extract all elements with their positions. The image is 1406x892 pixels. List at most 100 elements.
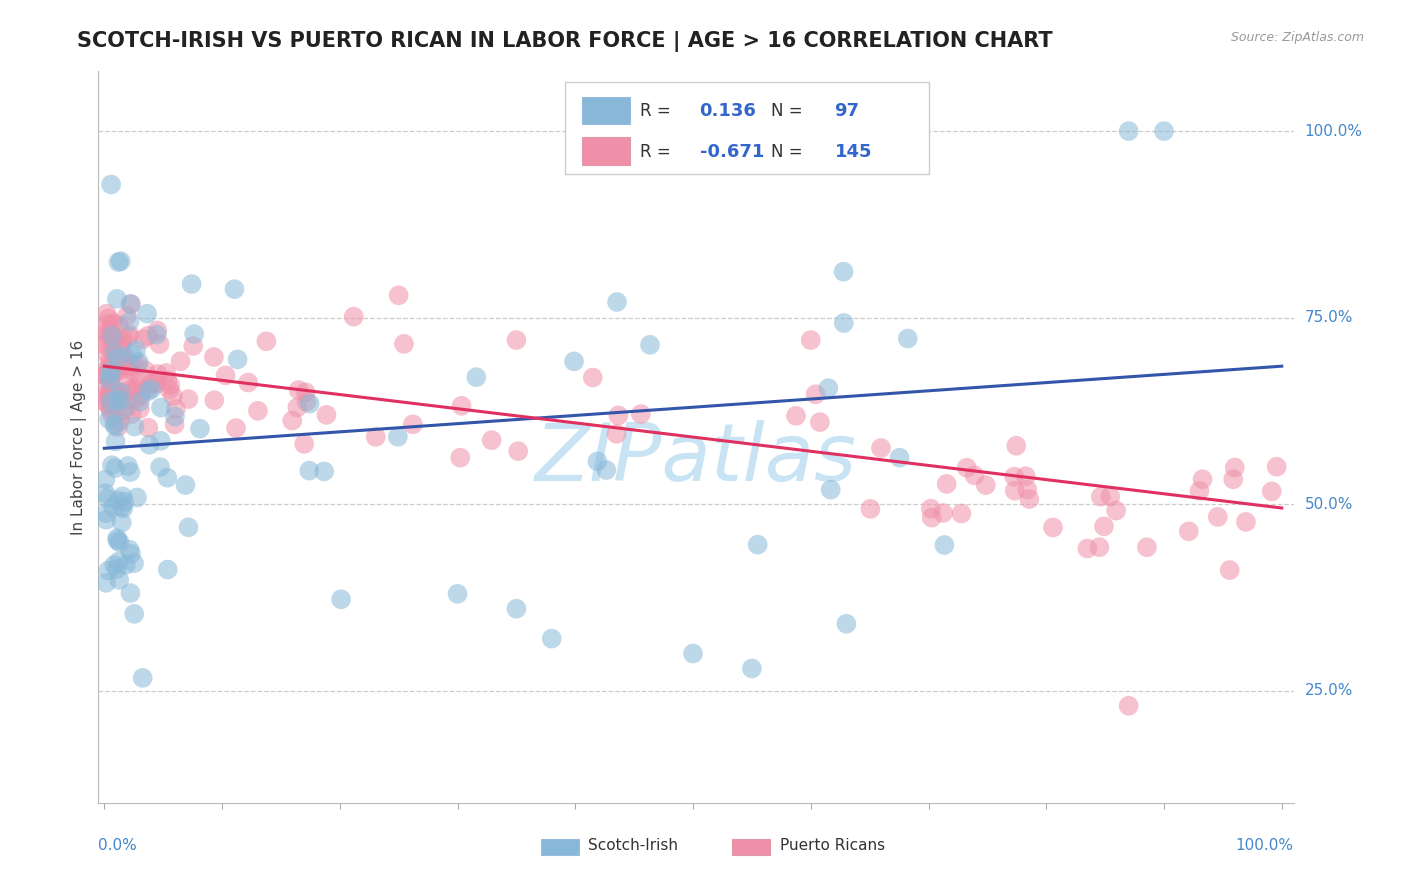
Point — [920, 501, 942, 516]
Point — [1005, 439, 1028, 453]
Point — [963, 468, 986, 483]
Point — [120, 547, 142, 561]
Point — [105, 562, 128, 576]
Point — [98, 386, 121, 401]
Point — [607, 409, 630, 423]
Point — [98, 393, 121, 408]
Text: -0.671: -0.671 — [700, 143, 763, 161]
Point — [294, 385, 316, 400]
Point — [832, 265, 855, 279]
Point — [162, 389, 184, 403]
Point — [100, 374, 122, 388]
Point — [149, 401, 172, 415]
Point — [800, 333, 823, 347]
Point — [134, 383, 156, 397]
Point — [105, 395, 128, 409]
Point — [387, 430, 409, 444]
Point — [104, 461, 127, 475]
Point — [595, 463, 617, 477]
Point — [135, 363, 157, 377]
Point — [103, 399, 125, 413]
Point — [1099, 490, 1122, 504]
Point — [107, 555, 129, 569]
Point — [110, 387, 132, 401]
Point — [96, 317, 118, 331]
Point — [108, 535, 131, 549]
Point — [125, 384, 148, 398]
Point — [103, 354, 125, 368]
Point — [103, 316, 125, 330]
FancyBboxPatch shape — [541, 839, 579, 855]
Point — [122, 607, 145, 621]
Point — [121, 347, 143, 361]
Point — [108, 393, 131, 408]
Text: 100.0%: 100.0% — [1236, 838, 1294, 853]
Point — [1042, 520, 1064, 534]
Point — [505, 601, 527, 615]
Point — [111, 489, 134, 503]
Point — [112, 495, 135, 509]
Point — [181, 339, 204, 353]
Point — [138, 438, 160, 452]
Point — [177, 520, 200, 534]
Point — [388, 288, 411, 302]
Point — [156, 374, 179, 388]
Point — [1090, 490, 1112, 504]
Point — [808, 415, 831, 429]
Point — [562, 354, 585, 368]
Point — [97, 311, 120, 326]
Point — [110, 339, 132, 353]
Point — [155, 366, 177, 380]
Point — [94, 338, 117, 352]
Point — [540, 632, 562, 646]
Point — [169, 354, 191, 368]
Point — [159, 383, 181, 397]
Point — [98, 389, 121, 403]
Point — [254, 334, 277, 349]
Point — [402, 417, 425, 432]
Point — [870, 441, 893, 455]
Point — [104, 419, 127, 434]
Point — [120, 407, 142, 421]
Point — [136, 307, 159, 321]
Point — [129, 388, 152, 402]
Point — [107, 360, 129, 375]
Point — [112, 501, 135, 516]
Point — [98, 402, 121, 417]
Point — [142, 376, 165, 391]
Point — [103, 558, 125, 572]
Point — [128, 373, 150, 387]
Point — [127, 358, 149, 372]
Point — [107, 493, 129, 508]
Point — [94, 367, 117, 381]
Text: Scotch-Irish: Scotch-Irish — [589, 838, 679, 853]
Point — [136, 384, 159, 398]
Point — [117, 458, 139, 473]
Point — [638, 338, 661, 352]
Point — [125, 491, 148, 505]
Point — [118, 542, 141, 557]
Point — [103, 417, 125, 432]
Point — [100, 392, 122, 407]
Point — [481, 433, 503, 447]
Point — [817, 381, 839, 395]
Point — [582, 370, 605, 384]
Point — [974, 478, 997, 492]
Point — [111, 331, 134, 345]
Point — [1015, 469, 1038, 483]
Text: Source: ZipAtlas.com: Source: ZipAtlas.com — [1230, 31, 1364, 45]
Point — [98, 389, 121, 403]
Point — [1136, 541, 1159, 555]
Point — [202, 393, 225, 408]
Point — [246, 404, 269, 418]
Point — [118, 383, 141, 397]
Point — [97, 362, 120, 376]
Point — [1092, 519, 1115, 533]
Point — [118, 314, 141, 328]
Point — [897, 331, 920, 345]
Point — [921, 510, 943, 524]
Point — [120, 297, 142, 311]
Point — [104, 386, 127, 401]
Point — [101, 500, 124, 515]
Point — [149, 460, 172, 475]
